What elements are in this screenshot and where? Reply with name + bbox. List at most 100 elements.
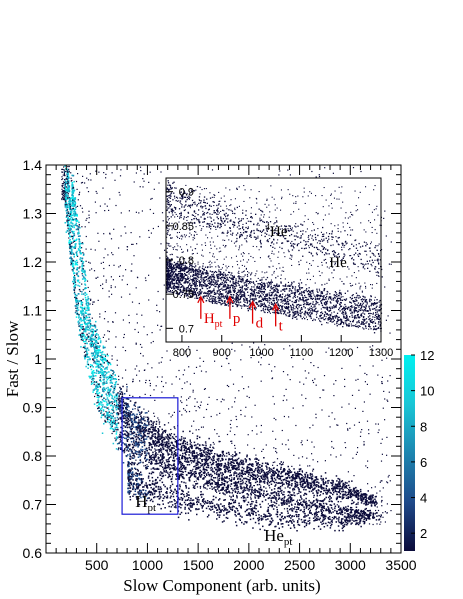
- scatter-point: [176, 454, 178, 457]
- scatter-point: [230, 483, 232, 485]
- scatter-point: [374, 496, 377, 498]
- scatter-point: [218, 505, 220, 508]
- scatter-point: [309, 509, 311, 512]
- scatter-point: [119, 386, 121, 389]
- scatter-point: [74, 293, 76, 296]
- scatter-point: [262, 469, 264, 472]
- scatter-point: [122, 407, 124, 410]
- scatter-point: [264, 516, 266, 518]
- scatter-point: [297, 474, 299, 476]
- scatter-point: [144, 434, 146, 436]
- scatter-point: [78, 316, 80, 318]
- scatter-point: [128, 484, 130, 487]
- scatter-point: [311, 504, 314, 507]
- scatter-point: [85, 327, 87, 330]
- scatter-point: [320, 521, 322, 523]
- scatter-point: [87, 313, 90, 316]
- scatter-point: [246, 454, 248, 456]
- scatter-point: [100, 376, 102, 379]
- scatter-point: [191, 455, 194, 457]
- scatter-point: [92, 391, 94, 393]
- scatter-point: [226, 468, 229, 471]
- scatter-point: [218, 490, 220, 492]
- scatter-point: [130, 418, 133, 421]
- scatter-point: [74, 212, 77, 215]
- scatter-point: [288, 471, 290, 473]
- scatter-point: [229, 491, 231, 494]
- scatter-point: [270, 483, 273, 485]
- scatter-point: [199, 444, 201, 446]
- scatter-point: [197, 477, 199, 479]
- scatter-point: [73, 219, 75, 221]
- scatter-point: [197, 467, 200, 470]
- scatter-point: [258, 518, 260, 521]
- scatter-point: [365, 504, 367, 506]
- scatter-point: [79, 252, 82, 254]
- scatter-point: [172, 464, 175, 467]
- scatter-point: [164, 438, 166, 440]
- scatter-point: [295, 513, 297, 516]
- scatter-point: [119, 410, 121, 413]
- scatter-point: [304, 519, 307, 521]
- scatter-point: [80, 311, 83, 313]
- scatter-point: [79, 325, 81, 327]
- scatter-point: [276, 515, 279, 518]
- scatter-point: [127, 450, 130, 452]
- scatter-point: [103, 406, 106, 408]
- scatter-point: [357, 523, 360, 526]
- scatter-point: [76, 250, 78, 253]
- scatter-point: [181, 442, 184, 445]
- scatter-point: [167, 438, 169, 441]
- scatter-point: [251, 490, 253, 492]
- scatter-point: [254, 478, 257, 481]
- scatter-point: [296, 500, 298, 503]
- scatter-point: [149, 499, 152, 502]
- scatter-point: [189, 460, 192, 462]
- scatter-point: [69, 218, 72, 220]
- scatter-point: [289, 487, 291, 489]
- scatter-point: [310, 505, 313, 508]
- scatter-point: [246, 471, 249, 473]
- scatter-point: [68, 241, 70, 244]
- scatter-point: [173, 426, 176, 428]
- scatter-point: [296, 475, 299, 477]
- scatter-point: [335, 521, 337, 523]
- scatter-point: [84, 279, 87, 281]
- scatter-point: [161, 436, 164, 439]
- scatter-point: [255, 500, 258, 502]
- scatter-point: [253, 477, 256, 480]
- scatter-point: [306, 479, 309, 482]
- scatter-point: [255, 504, 258, 507]
- scatter-point: [134, 418, 136, 420]
- scatter-point: [280, 519, 282, 522]
- scatter-point: [279, 518, 281, 521]
- scatter-point: [341, 496, 344, 498]
- scatter-point: [120, 447, 122, 449]
- scatter-point: [184, 456, 187, 458]
- scatter-point: [283, 478, 286, 481]
- scatter-point: [99, 371, 101, 373]
- scatter-point: [329, 495, 331, 497]
- scatter-point: [68, 208, 71, 211]
- scatter-point: [290, 471, 293, 473]
- scatter-point: [203, 462, 206, 465]
- scatter-point: [319, 517, 321, 519]
- scatter-point: [94, 337, 97, 339]
- scatter-point: [127, 433, 129, 436]
- scatter-point: [123, 414, 126, 416]
- scatter-point: [131, 420, 134, 423]
- scatter-point: [274, 497, 276, 499]
- scatter-point: [180, 474, 182, 477]
- scatter-point: [225, 489, 227, 491]
- scatter-point: [291, 476, 293, 479]
- scatter-point: [281, 484, 284, 487]
- scatter-point: [144, 427, 147, 430]
- scatter-point: [178, 488, 181, 490]
- scatter-point: [98, 346, 100, 349]
- scatter-point: [108, 391, 111, 394]
- scatter-point: [348, 517, 350, 519]
- scatter-point: [240, 472, 243, 474]
- scatter-point: [290, 521, 293, 523]
- scatter-point: [158, 498, 160, 500]
- scatter-point: [287, 500, 290, 502]
